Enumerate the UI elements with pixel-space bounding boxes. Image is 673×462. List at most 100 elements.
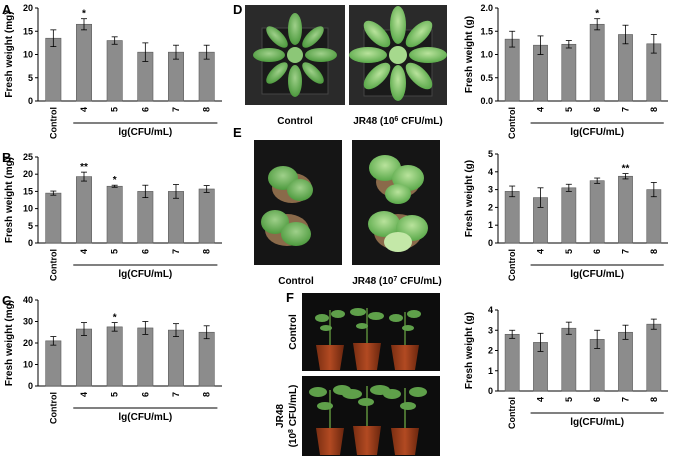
photo-f-control xyxy=(302,293,440,371)
y-tick-label: 0 xyxy=(28,381,33,391)
caption-f-jr48-line1: JR48 xyxy=(275,404,286,428)
bar xyxy=(618,331,633,392)
panel-letter-c: C xyxy=(2,293,12,308)
bar xyxy=(168,329,184,387)
category-label: 7 xyxy=(621,249,631,254)
category-label: 7 xyxy=(621,397,631,402)
category-label: 4 xyxy=(79,107,89,112)
bar xyxy=(504,38,520,102)
category-label: 6 xyxy=(592,107,602,112)
panel-letter-a: A xyxy=(2,2,12,17)
bar xyxy=(198,188,215,244)
y-tick-label: 10 xyxy=(23,204,33,214)
category-label: 4 xyxy=(536,397,546,402)
y-tick-label: 0.5 xyxy=(480,73,493,83)
category-label: 6 xyxy=(140,107,150,112)
bar xyxy=(504,333,520,392)
y-tick-label: 1 xyxy=(488,220,493,230)
category-label: 8 xyxy=(649,249,659,254)
category-label: 4 xyxy=(536,107,546,112)
bar xyxy=(504,191,520,244)
category-label: 7 xyxy=(171,107,181,112)
y-axis-label: Fresh weight (mg) xyxy=(4,300,15,386)
significance-label: ** xyxy=(80,162,88,173)
category-label: 5 xyxy=(564,397,574,402)
x-axis-label: lg(CFU/mL) xyxy=(570,417,624,428)
bar xyxy=(646,323,662,392)
bar xyxy=(45,37,62,102)
y-tick-label: 1.0 xyxy=(480,50,493,60)
bar xyxy=(589,180,605,244)
bar xyxy=(106,40,123,102)
y-tick-label: 2 xyxy=(488,202,493,212)
category-label: 6 xyxy=(592,397,602,402)
caption-f-jr48-line2: (108 CFU/mL) xyxy=(288,385,300,448)
bar xyxy=(45,340,62,387)
y-tick-label: 1.5 xyxy=(480,26,493,36)
chart-a: 0 5 10 15 20 Fresh weight (mg) Control * 4 5 6 7 8 lg… xyxy=(4,3,222,139)
category-label: 8 xyxy=(649,397,659,402)
bar xyxy=(45,192,62,244)
y-tick-label: 1 xyxy=(488,366,493,376)
y-tick-label: 20 xyxy=(23,338,33,348)
category-label: 8 xyxy=(202,392,212,397)
y-axis-label: Fresh weight (mg) xyxy=(4,11,15,97)
y-tick-label: 20 xyxy=(23,169,33,179)
y-tick-label: 2 xyxy=(488,346,493,356)
y-tick-label: 0 xyxy=(28,238,33,248)
photo-e-jr48 xyxy=(352,140,440,265)
category-label: Control xyxy=(507,249,517,281)
category-label: 4 xyxy=(79,249,89,254)
category-label: Control xyxy=(507,397,517,429)
y-tick-label: 10 xyxy=(23,360,33,370)
y-tick-label: 4 xyxy=(488,305,493,315)
bar xyxy=(76,328,92,387)
bar xyxy=(76,23,92,102)
bar xyxy=(137,191,154,244)
y-axis-label: Fresh weight (mg) xyxy=(4,157,15,243)
y-tick-label: 15 xyxy=(23,26,33,36)
category-label: 8 xyxy=(202,107,212,112)
significance-label: * xyxy=(113,175,117,186)
x-axis-label: lg(CFU/mL) xyxy=(118,127,172,138)
y-tick-label: 10 xyxy=(23,50,33,60)
y-tick-label: 3 xyxy=(488,325,493,335)
photo-f-jr48 xyxy=(302,376,440,456)
category-label: 5 xyxy=(110,392,120,397)
bar xyxy=(561,43,577,102)
caption-f-control: Control xyxy=(288,314,299,350)
significance-label: ** xyxy=(622,164,630,175)
y-tick-label: 5 xyxy=(488,149,493,159)
y-tick-label: 4 xyxy=(488,167,493,177)
y-tick-label: 0.0 xyxy=(480,96,493,106)
category-label: 4 xyxy=(79,392,89,397)
x-axis-label: lg(CFU/mL) xyxy=(570,127,624,138)
panel-letter-d: D xyxy=(233,2,242,17)
bar xyxy=(561,327,577,392)
caption-e-jr48: JR48 (107 CFU/mL) xyxy=(352,276,442,288)
bar xyxy=(198,331,215,387)
bar xyxy=(618,175,633,244)
category-label: Control xyxy=(48,392,58,424)
caption-d-control: Control xyxy=(277,116,313,127)
category-label: 5 xyxy=(564,107,574,112)
category-label: 7 xyxy=(171,392,181,397)
category-label: 6 xyxy=(592,249,602,254)
y-tick-label: 0 xyxy=(28,96,33,106)
chart-d: 0.0 0.5 1.0 1.5 2.0 Fresh weight (g) Control 4 5… xyxy=(464,3,668,139)
y-tick-label: 30 xyxy=(23,317,33,327)
category-label: 5 xyxy=(564,249,574,254)
x-axis-label: lg(CFU/mL) xyxy=(118,269,172,280)
y-tick-label: 0 xyxy=(488,386,493,396)
x-axis-label: lg(CFU/mL) xyxy=(570,269,624,280)
bar xyxy=(618,34,633,102)
panel-letter-b: B xyxy=(2,150,11,165)
category-label: Control xyxy=(48,107,58,139)
panel-letter-e: E xyxy=(233,125,242,140)
y-tick-label: 20 xyxy=(23,3,33,13)
category-label: Control xyxy=(48,249,58,281)
bar xyxy=(76,176,92,244)
photo-d-jr48 xyxy=(349,5,447,105)
significance-label: * xyxy=(113,313,117,324)
category-label: 8 xyxy=(649,107,659,112)
